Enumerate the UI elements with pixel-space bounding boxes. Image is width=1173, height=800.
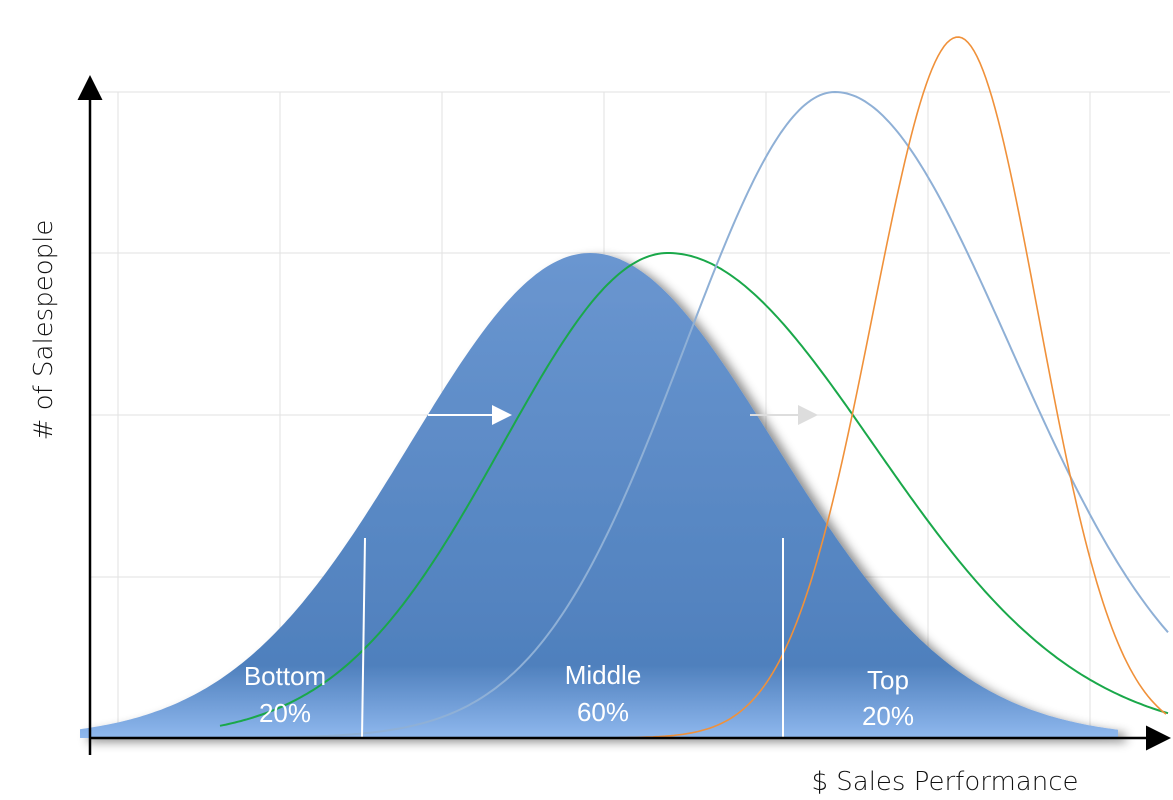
segment-share: 20%	[259, 698, 311, 728]
y-axis-label: # of Salespeople	[29, 220, 59, 441]
segment-name: Top	[867, 665, 909, 695]
divider	[361, 537, 366, 739]
segment-share: 60%	[577, 697, 629, 727]
light-blue-curve	[190, 90, 1169, 739]
bell-curve	[80, 253, 1118, 738]
green-curve	[219, 252, 1169, 727]
x-axis-label: $ Sales Performance	[811, 767, 1078, 797]
segment-name: Bottom	[244, 661, 326, 691]
segment-share: 20%	[862, 701, 914, 731]
segment-name: Middle	[565, 660, 642, 690]
